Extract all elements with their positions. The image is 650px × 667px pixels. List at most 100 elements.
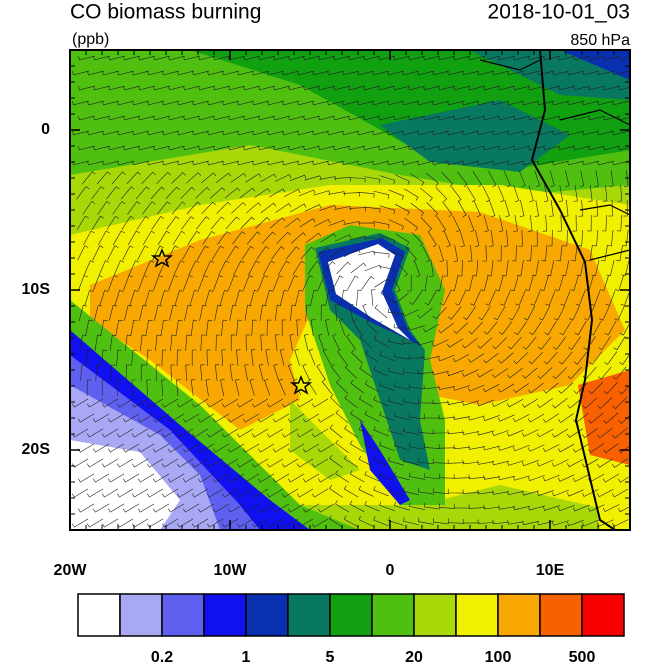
wind-barb	[303, 145, 321, 151]
wind-barb	[417, 487, 435, 495]
wind-barb	[115, 319, 123, 336]
wind-barb	[147, 160, 165, 166]
wind-barb	[568, 336, 582, 350]
wind-barb	[282, 518, 299, 528]
wind-barb	[602, 504, 620, 512]
wind-barb	[112, 230, 125, 246]
wind-barb	[252, 398, 269, 408]
wind-barb	[83, 260, 95, 276]
colorbar-box	[455, 593, 499, 637]
wind-barb	[508, 305, 521, 321]
wind-barb	[465, 275, 474, 292]
wind-barb	[468, 85, 486, 91]
wind-barb	[441, 172, 454, 187]
wind-barb	[552, 520, 569, 526]
wind-barb	[318, 85, 336, 91]
wind-barb	[289, 334, 294, 351]
wind-barb	[147, 100, 165, 106]
wind-barb	[352, 318, 362, 336]
wind-barb	[312, 428, 329, 438]
wind-barb	[379, 501, 395, 511]
wind-barb	[249, 289, 259, 306]
wind-barb	[408, 115, 426, 121]
wind-barb	[588, 412, 604, 424]
contour-region	[560, 50, 630, 80]
wind-barb	[123, 275, 133, 291]
wind-barb	[424, 290, 437, 306]
contour-region	[90, 205, 625, 430]
wind-barb	[236, 349, 241, 366]
wind-barb	[583, 336, 596, 351]
wind-barb	[185, 334, 191, 352]
wind-barb	[543, 145, 561, 151]
wind-barb	[528, 475, 545, 482]
wind-barb	[155, 364, 161, 382]
wind-barb	[100, 319, 108, 336]
wind-barb	[319, 176, 337, 181]
wind-barb	[252, 100, 270, 106]
wind-barb	[177, 160, 195, 166]
wind-barb	[619, 353, 630, 365]
wind-barb	[453, 245, 458, 262]
wind-barb	[327, 100, 345, 106]
wind-barb	[566, 489, 584, 497]
wind-barb	[213, 85, 231, 91]
colorbar-box	[581, 593, 625, 637]
contour-region	[360, 420, 410, 505]
wind-barb	[435, 275, 444, 292]
wind-barb	[318, 333, 325, 351]
wind-barb	[597, 100, 615, 106]
wind-barb	[175, 319, 183, 336]
wind-barb	[93, 473, 110, 483]
wind-barb	[210, 216, 225, 230]
wind-barb	[558, 382, 574, 394]
wind-barb	[420, 216, 433, 232]
wind-barb	[513, 55, 531, 61]
wind-barb	[192, 458, 209, 468]
wind-barb	[364, 410, 380, 422]
wind-barb	[243, 413, 260, 423]
wind-barb	[205, 379, 210, 396]
wind-barb	[315, 247, 331, 259]
wind-barb	[522, 398, 539, 408]
wind-barb	[213, 115, 231, 121]
wind-barb	[526, 244, 533, 262]
wind-barb	[462, 400, 479, 406]
wind-barb	[624, 170, 629, 187]
wind-barb	[108, 145, 126, 151]
wind-barb	[343, 515, 359, 528]
wind-barb	[177, 398, 194, 408]
wind-barb	[388, 189, 404, 200]
wind-barb	[512, 414, 530, 423]
wind-barb	[207, 428, 224, 438]
wind-barb	[596, 519, 614, 527]
wind-barb	[422, 245, 431, 263]
wind-barb	[183, 443, 200, 453]
wind-barb	[357, 100, 375, 106]
wind-barb	[551, 459, 569, 467]
wind-barb	[520, 200, 525, 217]
wind-barb	[561, 260, 570, 277]
wind-barb	[513, 475, 530, 481]
wind-barb	[552, 428, 569, 438]
wind-barb	[204, 289, 214, 306]
wind-barb	[380, 289, 394, 304]
wind-barb	[500, 290, 511, 306]
wind-barb	[165, 186, 180, 200]
wind-barb	[207, 458, 224, 468]
wind-barb	[258, 85, 276, 91]
wind-barb	[219, 289, 229, 306]
wind-barb	[438, 473, 456, 479]
wind-barb	[237, 398, 254, 408]
wind-barb	[379, 441, 395, 452]
wind-barb	[373, 456, 389, 467]
wind-barb	[522, 459, 539, 467]
wind-barb	[162, 428, 179, 438]
wind-barb	[282, 428, 299, 438]
wind-barb	[603, 412, 619, 424]
wind-barb	[198, 503, 215, 513]
wind-barb	[513, 383, 529, 393]
wind-barb	[567, 160, 585, 166]
wind-barb	[588, 55, 606, 61]
wind-barb	[507, 490, 525, 496]
